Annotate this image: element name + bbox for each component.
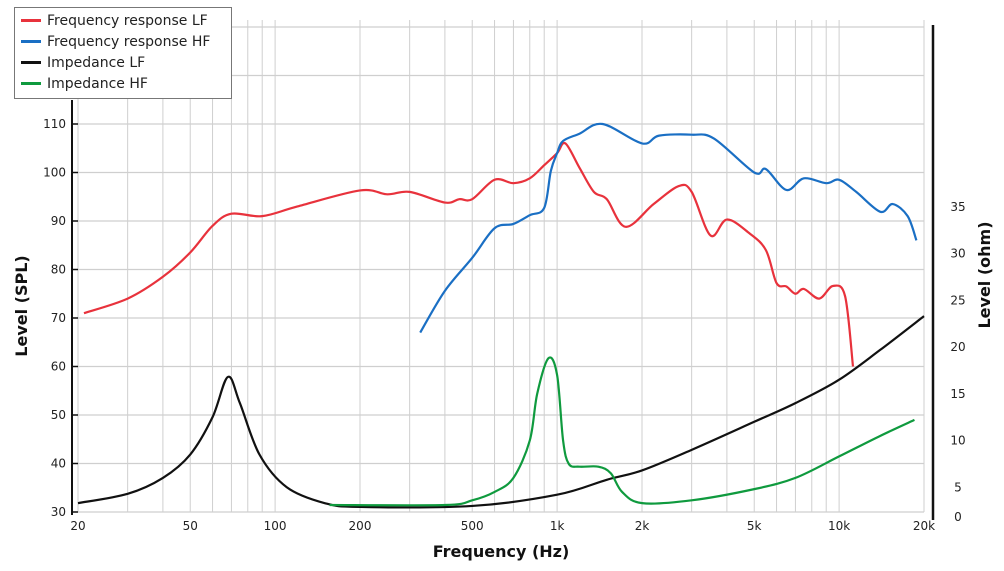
y-tick-label: 110: [43, 117, 66, 131]
y2-axis-label: Level (ohm): [975, 221, 994, 328]
legend: Frequency response LF Frequency response…: [14, 7, 232, 99]
frequency-response-lf-line: [83, 141, 855, 367]
y-tick-label: 100: [43, 166, 66, 180]
legend-label: Frequency response LF: [47, 12, 208, 29]
y2-tick-label: 35: [950, 200, 965, 214]
legend-swatch-red: [21, 19, 41, 22]
x-tick-label: 20k: [913, 519, 935, 533]
frequency-response-hf-line: [419, 122, 918, 334]
y-tick-label: 80: [51, 263, 66, 277]
x-tick-label: 10k: [828, 519, 850, 533]
y2-tick-label: 20: [950, 340, 965, 354]
legend-item-imp-hf: Impedance HF: [21, 73, 231, 94]
y2-tick-label: 30: [950, 247, 965, 261]
x-tick-label: 2k: [635, 519, 650, 533]
legend-label: Frequency response HF: [47, 33, 211, 50]
y2-tick-label: 25: [950, 293, 965, 307]
y2-tick-label: 0: [954, 510, 962, 524]
impedance-lf-line: [77, 315, 925, 509]
y-tick-label: 60: [51, 360, 66, 374]
x-tick-label: 50: [183, 519, 198, 533]
legend-label: Impedance LF: [47, 54, 146, 71]
y2-tick-label: 10: [950, 434, 965, 448]
y2-tick-label: 15: [950, 387, 965, 401]
y-axis-label: Level (SPL): [12, 255, 31, 356]
y-tick-label: 30: [51, 505, 66, 519]
x-tick-label: 1k: [550, 519, 565, 533]
x-tick-label: 20: [70, 519, 85, 533]
legend-swatch-black: [21, 61, 41, 64]
y2-tick-label: 5: [954, 480, 962, 494]
x-tick-label: 5k: [747, 519, 762, 533]
x-tick-label: 500: [461, 519, 484, 533]
y-tick-label: 50: [51, 408, 66, 422]
impedance-hf-line: [329, 356, 915, 507]
legend-swatch-green: [21, 82, 41, 85]
x-axis-label: Frequency (Hz): [433, 542, 570, 561]
y-tick-label: 40: [51, 457, 66, 471]
legend-item-fr-hf: Frequency response HF: [21, 31, 231, 52]
x-tick-label: 100: [264, 519, 287, 533]
y-tick-label: 90: [51, 214, 66, 228]
legend-item-imp-lf: Impedance LF: [21, 52, 231, 73]
legend-item-fr-lf: Frequency response LF: [21, 10, 231, 31]
x-tick-label: 200: [349, 519, 372, 533]
legend-swatch-blue: [21, 40, 41, 43]
legend-label: Impedance HF: [47, 75, 148, 92]
y-tick-label: 70: [51, 311, 66, 325]
